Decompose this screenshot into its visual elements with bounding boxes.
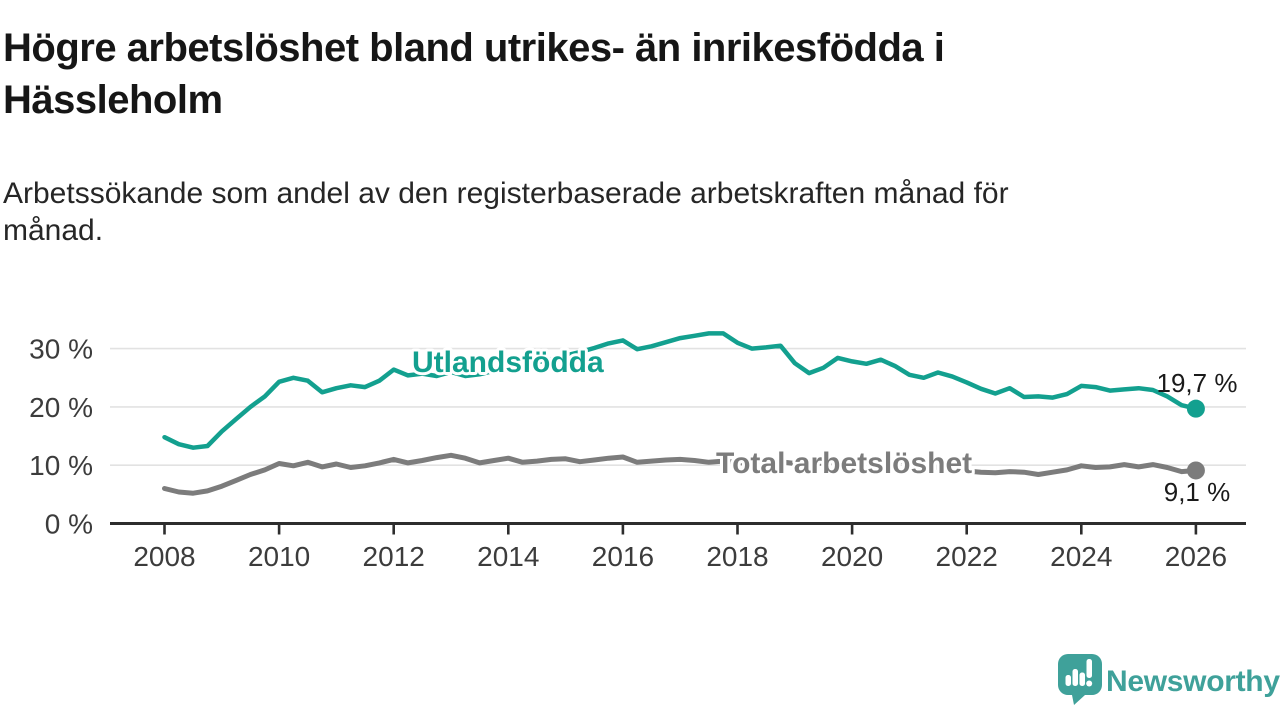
series-label-utlandsfodda: Utlandsfödda — [412, 346, 604, 379]
series-end-dot-utlandsfodda — [1186, 399, 1205, 418]
x-tick-label: 2012 — [363, 541, 425, 572]
logo-wordmark: Newsworthy — [1106, 665, 1280, 698]
end-value-label-utlandsfodda: 19,7 % — [1157, 368, 1238, 398]
x-tick-label: 2010 — [248, 541, 310, 572]
x-tick-label: 2018 — [706, 541, 768, 572]
series-line-utlandsfodda — [162, 331, 1199, 450]
chart-title: Högre arbetslöshet bland utrikes- än inr… — [3, 22, 1103, 126]
x-tick-label: 2026 — [1165, 541, 1227, 572]
logo-exclamation-bar — [1086, 659, 1092, 678]
chart-title-line-2: Hässleholm — [3, 78, 223, 122]
x-tick-label: 2016 — [592, 541, 654, 572]
chart-subtitle: Arbetssökande som andel av den registerb… — [3, 175, 1203, 249]
newsworthy-logo: Newsworthy — [1058, 654, 1280, 705]
series-end-dot-total — [1186, 461, 1205, 480]
logo-exclamation-dot — [1086, 680, 1093, 687]
chart-subtitle-line-1: Arbetssökande som andel av den registerb… — [3, 177, 1009, 210]
x-tick-label: 2022 — [936, 541, 998, 572]
y-tick-label: 20 % — [29, 392, 93, 423]
chart-subtitle-line-2: månad. — [3, 214, 104, 247]
logo-bar-3 — [1079, 672, 1085, 686]
x-tick-label: 2008 — [133, 541, 195, 572]
x-tick-label: 2014 — [477, 541, 539, 572]
x-tick-label: 2024 — [1050, 541, 1112, 572]
y-tick-label: 0 % — [45, 509, 93, 540]
x-tick-label: 2020 — [821, 541, 883, 572]
y-tick-label: 10 % — [29, 450, 93, 481]
plot-area: 0 % 10 % 20 % 30 % 2008 2010 2012 2014 2016 2018 2… — [29, 331, 1246, 572]
y-tick-label: 30 % — [29, 334, 93, 365]
series-line-total — [162, 452, 1199, 496]
chart-title-line-1: Högre arbetslöshet bland utrikes- än inr… — [3, 26, 945, 70]
series-label-total-arbetsloshet: Total arbetslöshet — [716, 447, 972, 480]
logo-bar-1 — [1065, 675, 1071, 686]
logo-bar-2 — [1072, 669, 1078, 686]
end-value-label-total: 9,1 % — [1164, 477, 1231, 507]
